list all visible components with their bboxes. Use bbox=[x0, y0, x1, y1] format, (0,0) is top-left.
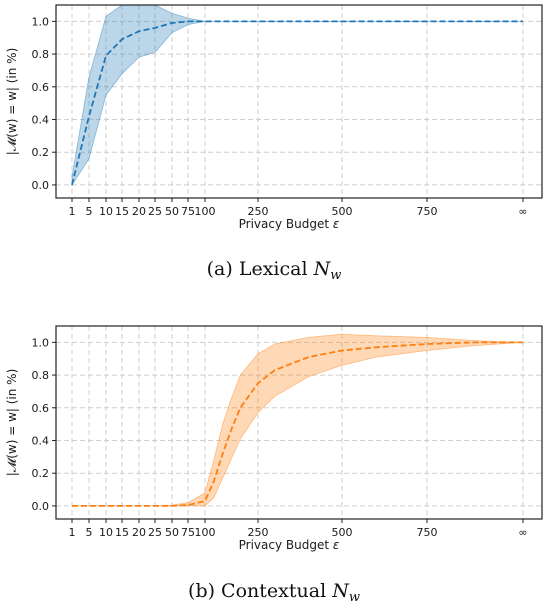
caption-subscript: w bbox=[349, 590, 360, 605]
x-tick-label: 750 bbox=[417, 526, 438, 539]
plot-frame bbox=[55, 4, 543, 199]
y-tick-label: 0.6 bbox=[32, 81, 50, 94]
caption-label: (b) Contextual bbox=[188, 580, 332, 602]
x-tick-label: 50 bbox=[165, 205, 179, 218]
x-tick-label: 75 bbox=[181, 526, 195, 539]
x-tick-label: 100 bbox=[195, 526, 216, 539]
x-axis-label-symbol: ε bbox=[333, 538, 340, 552]
y-tick-label: 0.2 bbox=[32, 146, 50, 159]
x-tick-label: 10 bbox=[99, 205, 113, 218]
y-tick-label: 0.8 bbox=[32, 48, 50, 61]
x-tick-label: 1 bbox=[69, 526, 76, 539]
x-tick-label: 10 bbox=[99, 526, 113, 539]
y-tick-label: 1.0 bbox=[32, 336, 50, 349]
x-tick-label: 500 bbox=[332, 526, 353, 539]
x-tick-label: ∞ bbox=[518, 205, 527, 218]
x-tick-label: 20 bbox=[132, 526, 146, 539]
x-tick-label: 250 bbox=[248, 526, 269, 539]
y-tick-label: 0.8 bbox=[32, 369, 50, 382]
y-tick-label: 0.4 bbox=[32, 113, 50, 126]
x-tick-label: 25 bbox=[148, 526, 162, 539]
x-tick-label: 500 bbox=[332, 205, 353, 218]
x-tick-label: 75 bbox=[181, 205, 195, 218]
y-tick-label: 0.6 bbox=[32, 402, 50, 415]
x-tick-label: 25 bbox=[148, 205, 162, 218]
x-tick-label: 5 bbox=[86, 205, 93, 218]
x-tick-label: 50 bbox=[165, 526, 179, 539]
y-tick-label: 0.2 bbox=[32, 467, 50, 480]
x-tick-label: 100 bbox=[195, 205, 216, 218]
mean-series-line bbox=[72, 341, 523, 507]
x-tick-label: 20 bbox=[132, 205, 146, 218]
y-tick-label: 1.0 bbox=[32, 15, 50, 28]
panel-caption: (b) Contextual Nw bbox=[188, 580, 360, 605]
x-tick-label: 15 bbox=[115, 205, 129, 218]
lexical-chart-panel: 0.00.20.40.60.81.01 5 10 15 20 25 50 75 100 250 50… bbox=[5, 4, 543, 283]
y-tick-label: 0.0 bbox=[32, 179, 50, 192]
confidence-band bbox=[71, 4, 523, 187]
x-tick-label: 250 bbox=[248, 205, 269, 218]
x-tick-label: 1 bbox=[69, 205, 76, 218]
y-tick-label: 0.0 bbox=[32, 500, 50, 513]
y-axis-label: |𝓜(w) = w| (in %) bbox=[5, 369, 19, 477]
x-axis-label-symbol: ε bbox=[333, 217, 340, 231]
contextual-chart-panel: 0.00.20.40.60.81.01 5 10 15 20 25 50 75 100 250 50… bbox=[5, 325, 543, 605]
caption-math: N bbox=[331, 580, 350, 602]
x-tick-label: 750 bbox=[417, 205, 438, 218]
caption-math: N bbox=[313, 258, 332, 280]
x-tick-label: 5 bbox=[86, 526, 93, 539]
panel-caption: (a) Lexical Nw bbox=[207, 258, 342, 283]
x-axis-label: Privacy Budget ε bbox=[239, 538, 340, 552]
caption-label: (a) Lexical bbox=[207, 258, 314, 280]
caption-subscript: w bbox=[330, 268, 341, 283]
x-tick-label: 15 bbox=[115, 526, 129, 539]
confidence-band bbox=[72, 333, 524, 507]
plot-frame bbox=[55, 325, 543, 520]
x-axis-label: Privacy Budget ε bbox=[239, 217, 340, 231]
y-axis-label: |𝓜(w) = w| (in %) bbox=[5, 48, 19, 156]
x-tick-label: ∞ bbox=[518, 526, 527, 539]
y-tick-label: 0.4 bbox=[32, 434, 50, 447]
